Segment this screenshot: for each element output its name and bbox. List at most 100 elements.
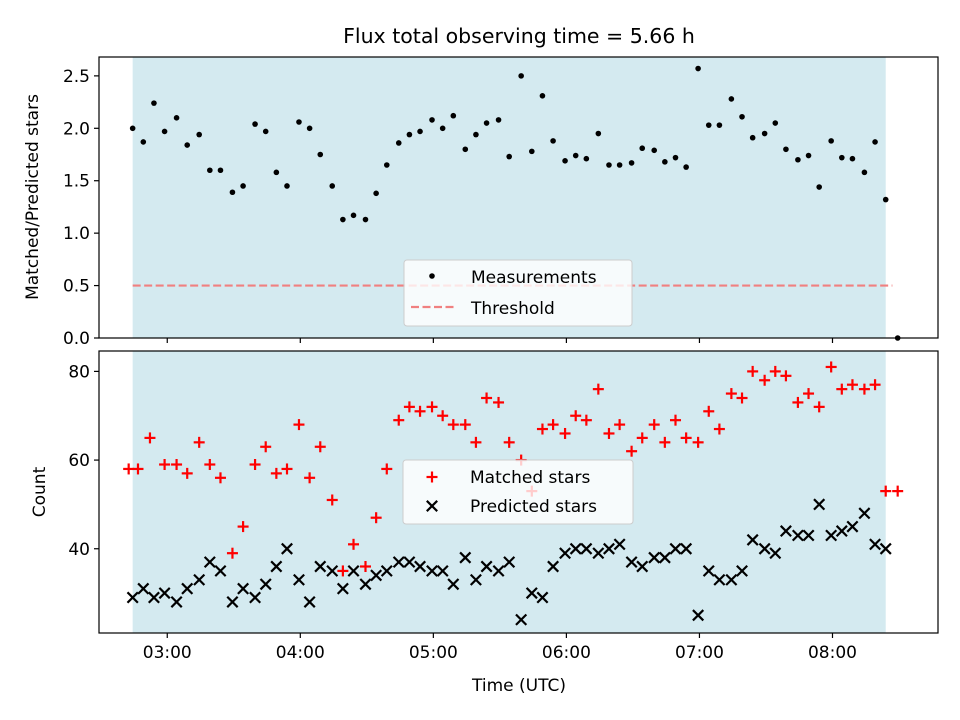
measurement-point [217,167,224,174]
measurement-point [595,130,602,137]
predicted-star-point [270,560,283,573]
predicted-star-point [802,529,815,542]
measurement-point [662,159,668,165]
predicted-star-point [126,591,139,604]
bottom-xtick-label: 07:00 [675,643,724,663]
measurement-point [207,167,213,174]
matched-star-point [892,485,904,497]
bottom-panel: 40 60 80 03:00 04:00 05:00 06:00 07:00 08:00 Co… [30,350,939,696]
bottom-ytick-label: 60 [68,451,90,471]
predicted-star-point [669,542,682,555]
measurement-point [795,156,801,163]
matched-star-point [803,388,815,400]
measurement-point [550,138,556,144]
predicted-star-point [137,582,150,595]
measurement-point [872,139,878,145]
matched-star-point [880,485,892,497]
predicted-star-point [492,564,505,577]
matched-star-point [437,410,449,422]
matched-star-point [626,445,638,457]
predicted-star-point [158,587,171,600]
predicted-star-point [625,556,638,569]
measurement-point [628,160,635,166]
bottom-xtick-label: 06:00 [542,643,591,663]
matched-star-point [204,459,216,471]
predicted-star-point [725,573,738,586]
predicted-star-point [825,529,838,542]
predicted-star-point [769,547,782,560]
matched-star-point [869,379,881,391]
predicted-star-point [580,542,593,555]
matched-star-point [614,419,626,431]
measurement-point [373,190,379,197]
matched-star-point [825,361,837,373]
predicted-star-point [249,591,262,604]
measurement-point [296,119,302,125]
matched-star-point [736,392,748,404]
matched-star-point [132,463,144,475]
matched-star-point [759,374,771,386]
top-panel: 0.0 0.5 1.0 1.5 2.0 2.5 Matched/Predicted sta… [23,56,939,349]
predicted-star-point [503,556,516,569]
measurement-point [161,128,168,135]
predicted-star-point [779,525,792,537]
predicted-star-point [403,556,416,569]
measurement-point [252,121,258,127]
predicted-star-point [869,538,882,551]
matched-star-point [281,463,293,475]
matched-star-point [314,441,326,453]
predicted-star-point [658,551,671,564]
top-legend: Measurements Threshold [403,259,633,327]
matched-star-point [725,388,737,400]
measurement-point [495,117,502,123]
measurement-point [772,120,779,126]
predicted-star-point [515,613,528,626]
predicted-star-point [592,547,605,560]
measurement-point [329,183,336,189]
matched-star-point [381,463,393,475]
measurement-point [229,189,236,196]
legend-measurements-label: Measurements [471,268,597,288]
measurement-point [529,148,535,155]
predicted-star-point [281,542,293,555]
predicted-star-point [846,520,859,533]
chart-title: Flux total observing time = 5.66 h [343,24,695,48]
matched-star-point [669,414,681,426]
predicted-star-point [680,542,693,555]
matched-star-point [603,427,615,439]
measurement-point [306,125,313,132]
legend-matched-label: Matched stars [470,468,590,488]
legend-x-glyph [426,500,438,512]
predicted-star-point [181,582,194,595]
top-ytick-label: 1.0 [63,224,90,244]
measurement-point [518,73,524,79]
bottom-ytick-label: 80 [68,362,90,382]
predicted-star-point [414,560,427,573]
measurement-point [739,113,745,120]
matched-star-point [547,419,559,431]
measurement-point [805,152,812,159]
matched-star-point [447,419,459,431]
measurement-point [539,92,546,99]
top-ytick-label: 2.0 [63,119,90,139]
matched-star-point [370,512,382,524]
matched-star-point [493,396,505,408]
matched-star-point [414,405,426,417]
matched-star-point [326,494,338,506]
measurement-point [572,152,579,159]
measurement-point [450,112,457,119]
measurement-point [350,212,357,219]
matched-star-point [193,436,205,448]
matched-star-point [648,419,660,431]
matched-star-point [171,459,183,471]
measurement-point [606,162,612,168]
top-ytick-label: 1.5 [63,172,90,192]
measurement-point [583,155,590,162]
matched-star-point [692,436,704,448]
measurement-point [417,128,423,135]
measurement-point [828,138,834,144]
matched-star-point [536,423,548,435]
matched-star-point [159,459,171,471]
measurement-point [184,142,191,148]
